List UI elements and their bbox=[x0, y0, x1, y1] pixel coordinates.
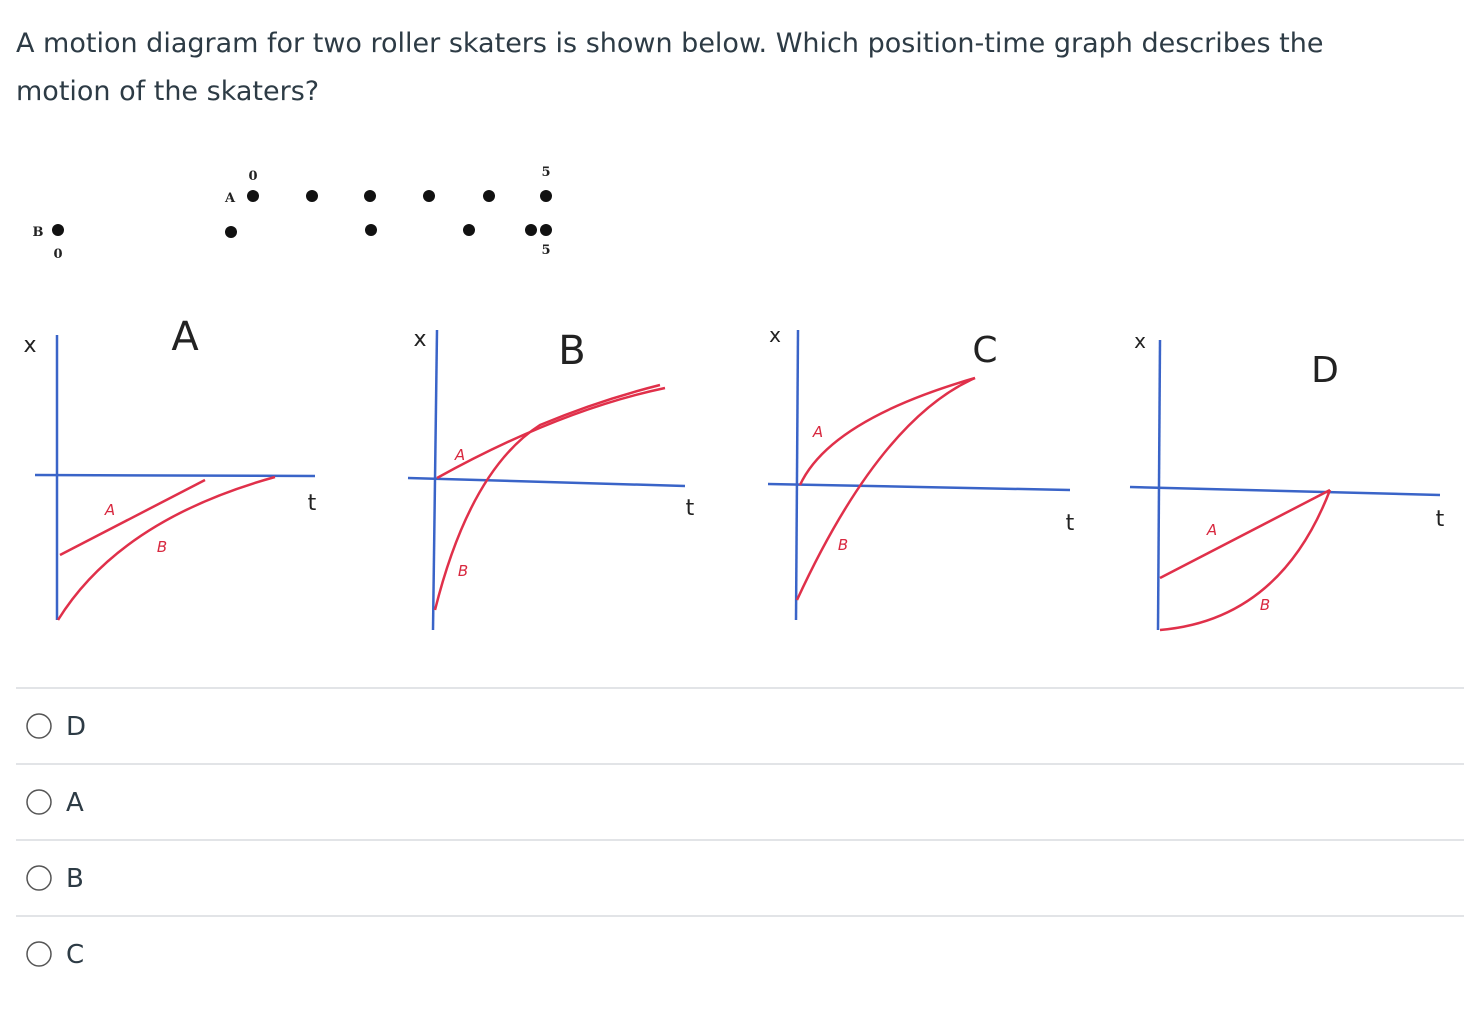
radio-button[interactable] bbox=[26, 865, 52, 891]
curve bbox=[1159, 488, 1331, 580]
question-text: A motion diagram for two roller skaters … bbox=[16, 28, 1324, 107]
axis bbox=[794, 329, 800, 621]
axis-label: t bbox=[308, 491, 317, 516]
curve bbox=[436, 386, 666, 480]
dot bbox=[540, 224, 552, 236]
dot bbox=[225, 226, 237, 238]
curve-label: A bbox=[104, 501, 115, 519]
option-label[interactable]: C bbox=[66, 940, 84, 970]
curve-label: B bbox=[1260, 596, 1270, 614]
graph: C x t A B bbox=[767, 323, 1075, 621]
axis bbox=[767, 482, 1071, 492]
axis-label: t bbox=[1436, 507, 1445, 532]
skater-label: B bbox=[33, 225, 44, 240]
axis-label: x bbox=[1134, 329, 1146, 353]
curve-label: B bbox=[157, 538, 167, 556]
dot bbox=[364, 190, 376, 202]
dot bbox=[483, 190, 495, 202]
axis-label: t bbox=[686, 496, 695, 521]
axis bbox=[1156, 339, 1162, 631]
axis bbox=[407, 476, 686, 488]
graph-title: D bbox=[1311, 350, 1339, 391]
graph: D x t A B bbox=[1129, 329, 1445, 632]
end-label: 5 bbox=[541, 243, 550, 258]
start-label: 0 bbox=[248, 169, 257, 184]
axis-label: x bbox=[413, 327, 426, 352]
dot bbox=[306, 190, 318, 202]
curve-label: B bbox=[838, 536, 848, 554]
option-label[interactable]: D bbox=[66, 712, 86, 742]
answer-options: D A B C bbox=[16, 687, 1464, 970]
curve bbox=[433, 383, 661, 611]
curve bbox=[795, 376, 976, 601]
curve bbox=[59, 478, 206, 557]
dot bbox=[423, 190, 435, 202]
motion-diagram: A 0 5 B 0 5 bbox=[33, 165, 552, 262]
option-label[interactable]: B bbox=[66, 864, 84, 894]
graph: B x t A B bbox=[407, 327, 695, 631]
curve-label: A bbox=[812, 423, 823, 441]
curve bbox=[1159, 489, 1332, 632]
axis-label: t bbox=[1066, 511, 1075, 536]
option-label[interactable]: A bbox=[66, 788, 84, 818]
graph-title: C bbox=[972, 330, 997, 371]
radio-button[interactable] bbox=[26, 713, 52, 739]
radio-button[interactable] bbox=[26, 789, 52, 815]
axis bbox=[34, 473, 316, 478]
start-label: 0 bbox=[53, 247, 62, 262]
dot bbox=[540, 190, 552, 202]
curve bbox=[798, 376, 976, 486]
curve-label: A bbox=[1206, 521, 1217, 539]
dot bbox=[52, 224, 64, 236]
radio-button[interactable] bbox=[26, 941, 52, 967]
end-label: 5 bbox=[541, 165, 550, 180]
axis bbox=[1129, 485, 1441, 497]
skater-label: A bbox=[224, 191, 236, 206]
dot bbox=[365, 224, 377, 236]
curve-label: B bbox=[458, 562, 468, 580]
graph: A x t A B bbox=[23, 314, 317, 621]
dot bbox=[247, 190, 259, 202]
axis-label: x bbox=[769, 323, 781, 347]
graph-title: B bbox=[558, 328, 585, 374]
dot bbox=[525, 224, 537, 236]
graph-title: A bbox=[171, 314, 199, 360]
dot bbox=[463, 224, 475, 236]
curve-label: A bbox=[454, 446, 465, 464]
axis-label: x bbox=[23, 333, 36, 358]
curve bbox=[56, 475, 276, 621]
